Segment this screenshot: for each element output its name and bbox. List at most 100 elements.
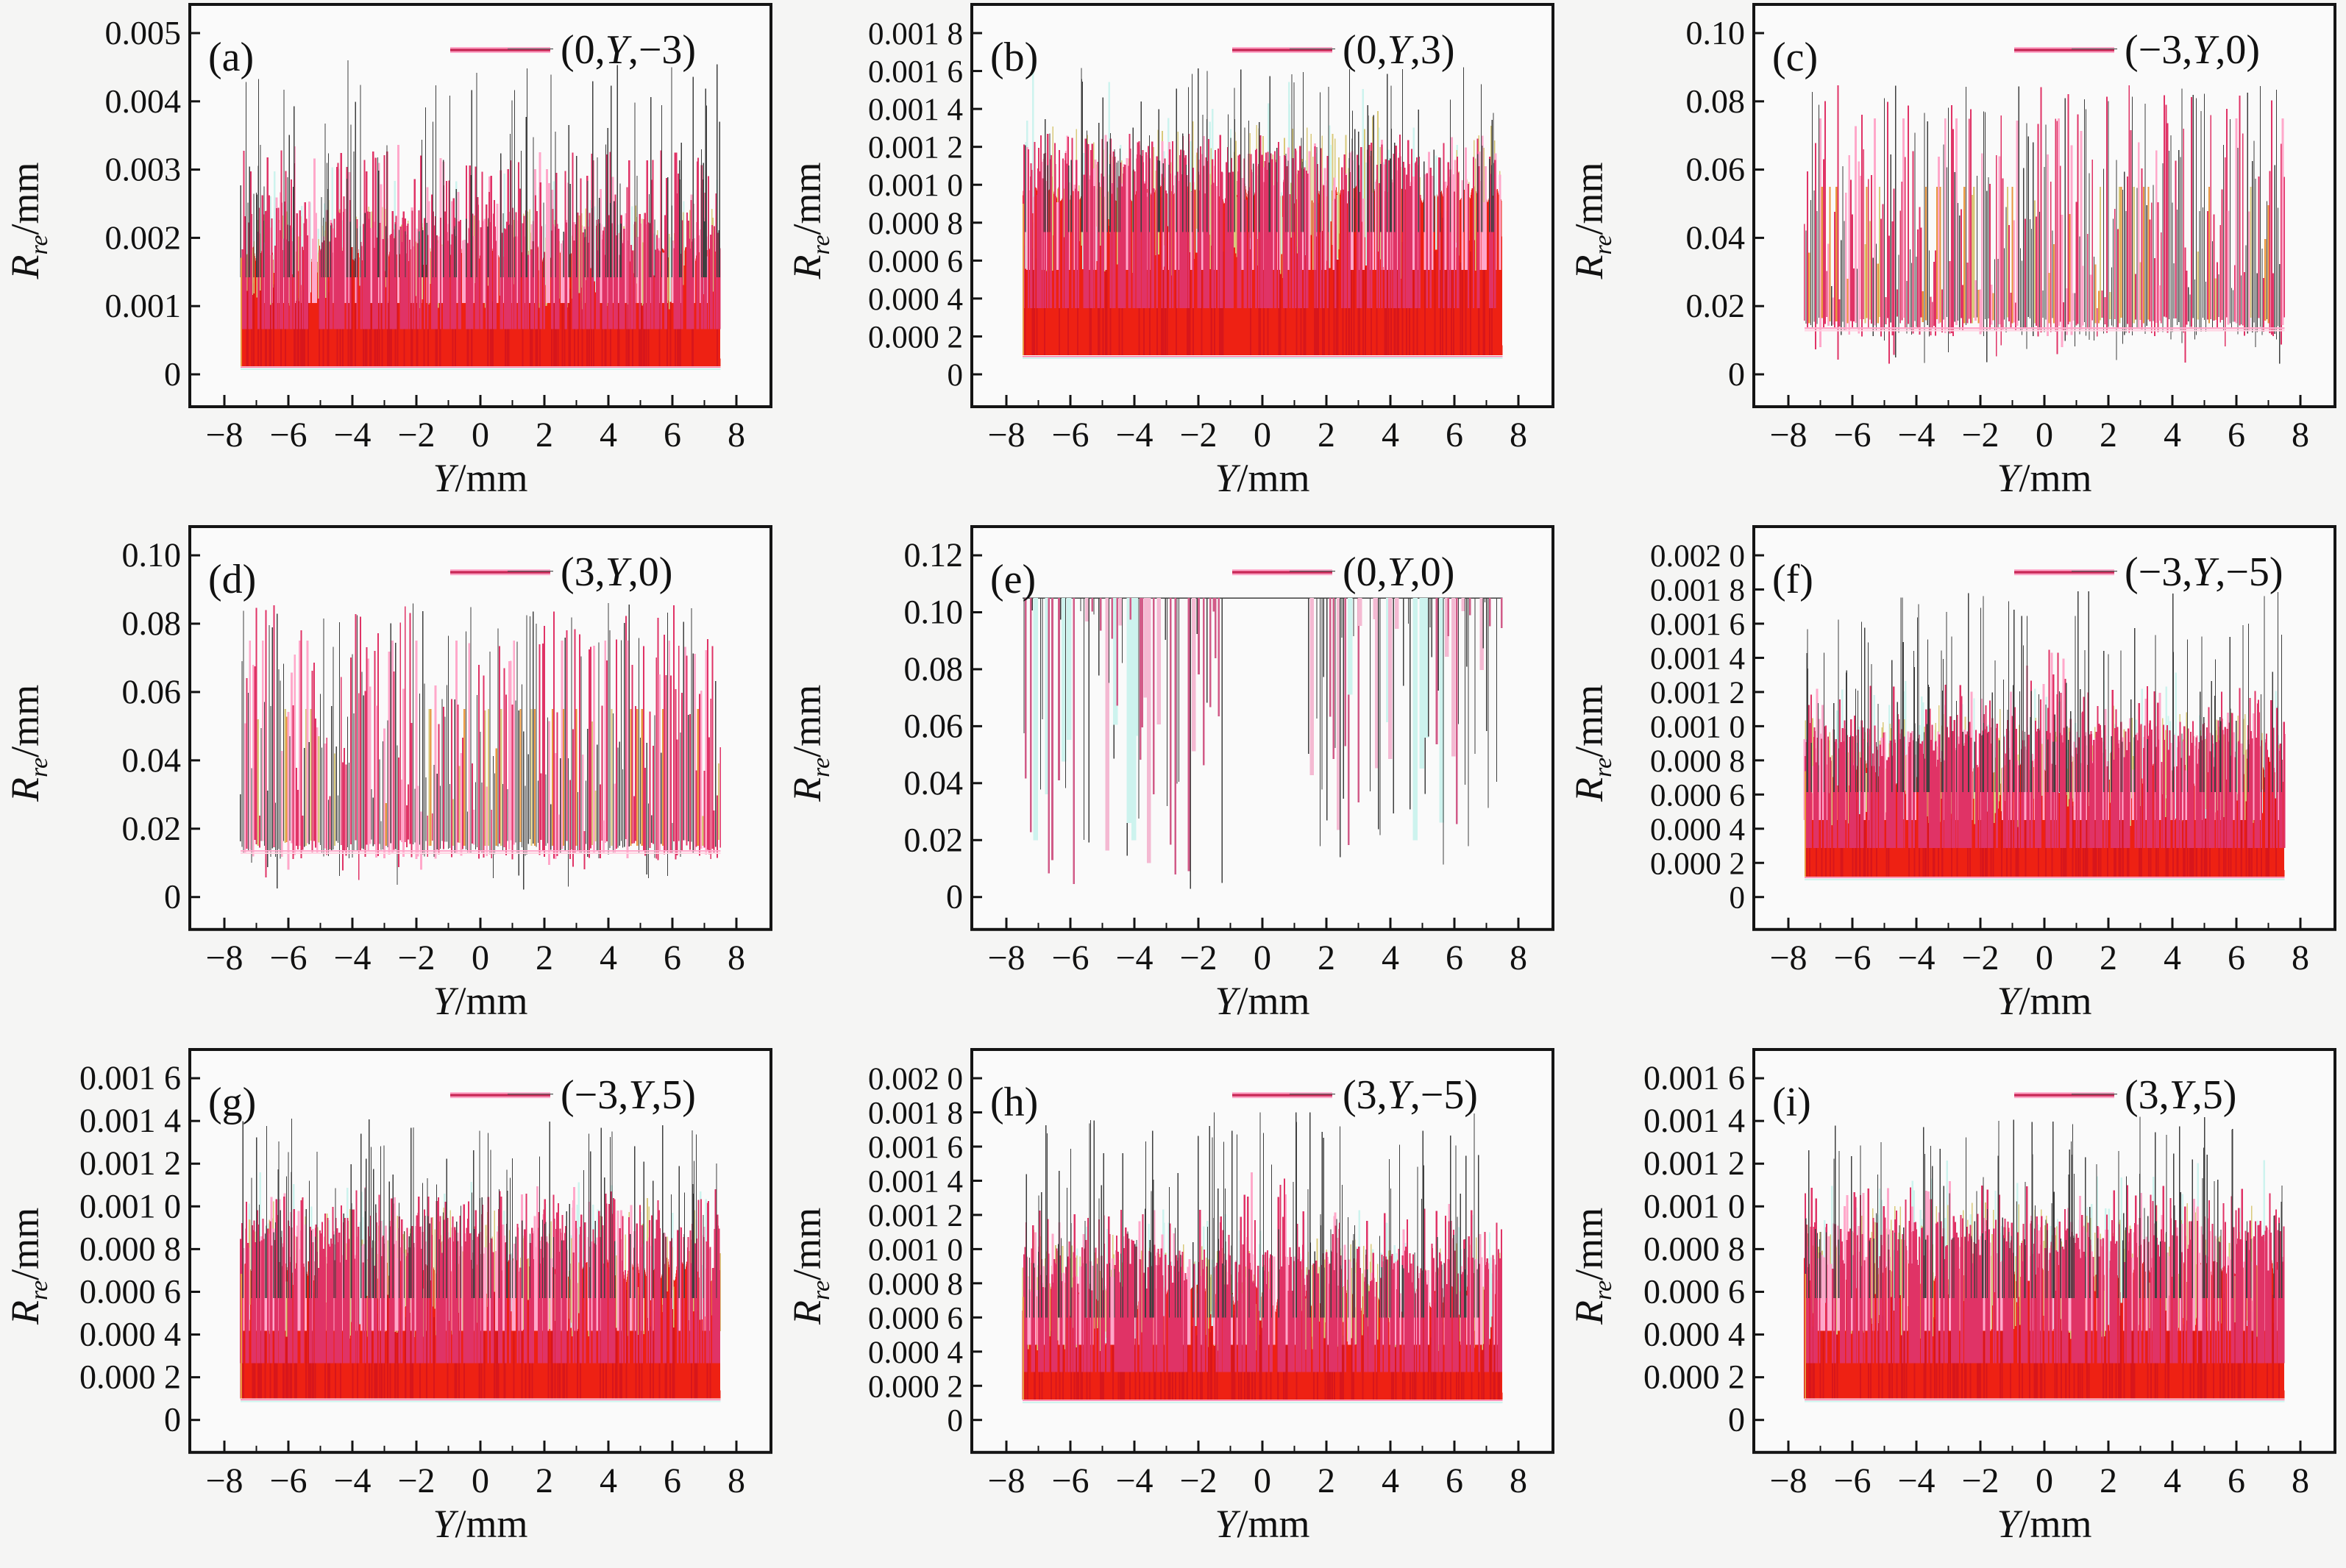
y-tick-label: 0 (1728, 1401, 1745, 1439)
axis-ticks (190, 554, 738, 930)
y-axis-title: Rre/mm (1567, 685, 1617, 802)
legend-label: (−3,Y,0) (2125, 27, 2260, 73)
x-tick-label: 4 (600, 416, 617, 455)
subplot-g: −8 −6 −4 −2 0 2 4 6 8 0 0.000 2 0.000 4 0.000 6 0.000… (0, 1045, 782, 1568)
x-tick-label: −6 (1051, 938, 1089, 977)
x-tick-label: 4 (1382, 1461, 1399, 1500)
x-tick-label: 0 (2036, 1461, 2053, 1500)
y-tick-label: 0.000 2 (1650, 847, 1745, 881)
y-tick-label: 0 (164, 878, 181, 916)
x-tick-label: 8 (2292, 416, 2309, 455)
x-axis-title: Y/mm (433, 1502, 527, 1546)
x-tick-label: 8 (2292, 938, 2309, 977)
y-tick-label: 0.001 4 (868, 93, 963, 127)
y-tick-label: 0.001 8 (1650, 574, 1745, 608)
x-tick-label: −8 (987, 416, 1025, 455)
y-tick-label: 0.000 2 (868, 320, 963, 354)
x-tick-label: −8 (205, 1461, 243, 1500)
x-tick-label: −8 (1769, 416, 1807, 455)
axes-frame (1752, 1048, 2336, 1454)
y-tick-label: 0 (1729, 881, 1745, 916)
x-tick-label: −6 (1833, 416, 1871, 455)
x-tick-label: 4 (600, 938, 617, 977)
x-tick-label: −6 (269, 938, 307, 977)
y-axis-title: Rre/mm (785, 1208, 835, 1325)
x-tick-label: −2 (1961, 1461, 1999, 1500)
chart-i: −8 −6 −4 −2 0 2 4 6 8 0 0.000 2 0.000 4 0.000 6 0.000… (1567, 1048, 2336, 1546)
legend: (3,Y,−5) (1232, 1072, 1478, 1118)
y-tick-label: 0.000 6 (868, 1301, 963, 1336)
x-tick-label: 6 (2228, 416, 2245, 455)
x-tick-label: 2 (1318, 938, 1335, 977)
x-tick-label: 0 (1254, 938, 1271, 977)
y-tick-label: 0.001 6 (868, 55, 963, 90)
x-tick-label: 2 (536, 416, 553, 455)
legend-label: (0,Y,3) (1343, 27, 1454, 73)
panel-letter: (a) (208, 35, 254, 80)
y-tick-label: 0.000 8 (1643, 1230, 1745, 1267)
y-tick-label: 0.000 6 (79, 1272, 181, 1310)
panel-letter: (c) (1772, 35, 1818, 80)
legend-label: (3,Y,−5) (1343, 1072, 1478, 1118)
x-tick-label: −6 (1051, 416, 1089, 455)
legend-label: (0,Y,0) (1343, 549, 1454, 595)
y-tick-label: 0.000 2 (868, 1369, 963, 1404)
x-tick-label: −4 (333, 938, 371, 977)
x-tick-label: 6 (664, 416, 681, 455)
chart-b: −8 −6 −4 −2 0 2 4 6 8 0 0.000 20.000 40.000 60.000… (785, 3, 1554, 500)
chart-f: −8 −6 −4 −2 0 2 4 6 800.000 20.000 40.000 60.000… (1567, 525, 2336, 1023)
legend-label: (3,Y,5) (2125, 1072, 2236, 1118)
axes-frame (1752, 525, 2336, 931)
y-tick-label: 0.001 0 (79, 1187, 181, 1225)
x-tick-label: 0 (1254, 416, 1271, 455)
y-tick-label: 0.002 0 (1650, 539, 1745, 574)
axis-ticks (1754, 32, 2302, 407)
x-tick-label: 8 (1510, 1461, 1527, 1500)
x-axis-title: Y/mm (1215, 456, 1309, 500)
y-tick-label: 0.001 8 (868, 1097, 963, 1131)
x-tick-label: −8 (205, 416, 243, 455)
y-tick-label: 0.04 (122, 741, 181, 779)
y-tick-label: 0.001 0 (1643, 1187, 1745, 1225)
y-tick-label: 0.001 2 (868, 1199, 963, 1233)
y-tick-label: 0 (164, 1401, 181, 1439)
y-tick-label: 0.001 2 (1650, 676, 1745, 710)
panel-letter: (h) (990, 1080, 1038, 1125)
x-tick-label: −6 (1833, 938, 1871, 977)
y-tick-label: 0.10 (122, 536, 181, 574)
y-axis-title: Rre/mm (1567, 162, 1617, 279)
y-tick-label: 0.001 4 (79, 1102, 181, 1139)
noise-plot (1803, 1116, 2285, 1403)
y-tick-label: 0.000 4 (79, 1316, 181, 1353)
x-tick-label: 6 (664, 938, 681, 977)
y-axis-title: Rre/mm (785, 685, 835, 802)
x-tick-label: −8 (1769, 1461, 1807, 1500)
x-tick-label: 8 (728, 1461, 745, 1500)
chart-g: −8 −6 −4 −2 0 2 4 6 8 0 0.000 2 0.000 4 0.000 6 0.000… (3, 1048, 772, 1546)
x-axis-title: Y/mm (1215, 1502, 1309, 1546)
y-tick-label: 0.001 2 (868, 131, 963, 165)
x-tick-label: −4 (1115, 1461, 1153, 1500)
axis-ticks (190, 1077, 738, 1453)
x-tick-label: −2 (1961, 938, 1999, 977)
axis-ticks (972, 32, 1520, 407)
subplot-h: −8 −6 −4 −2 0 2 4 6 8 0 0.000 2 0.000 4 0.000 6 0.000… (782, 1045, 1564, 1568)
y-tick-label: 0.001 0 (868, 1233, 963, 1267)
axes-frame (188, 525, 772, 931)
x-tick-label: 8 (2292, 1461, 2309, 1500)
x-tick-label: 2 (1318, 1461, 1335, 1500)
x-tick-label: −6 (269, 1461, 307, 1500)
legend: (0,Y,−3) (450, 27, 696, 73)
axes-frame (970, 525, 1554, 931)
x-tick-label: 4 (1382, 938, 1399, 977)
legend-label: (−3,Y,5) (561, 1072, 696, 1118)
y-axis-title: Rre/mm (3, 1208, 53, 1325)
y-tick-label: 0.001 6 (1643, 1059, 1745, 1097)
x-tick-label: 8 (728, 938, 745, 977)
x-tick-label: 4 (2164, 1461, 2181, 1500)
noise-plot (1022, 597, 1503, 889)
y-tick-label: 0.001 0 (868, 168, 963, 203)
x-tick-label: 2 (536, 938, 553, 977)
x-tick-label: 2 (2100, 416, 2117, 455)
x-tick-label: 8 (1510, 416, 1527, 455)
